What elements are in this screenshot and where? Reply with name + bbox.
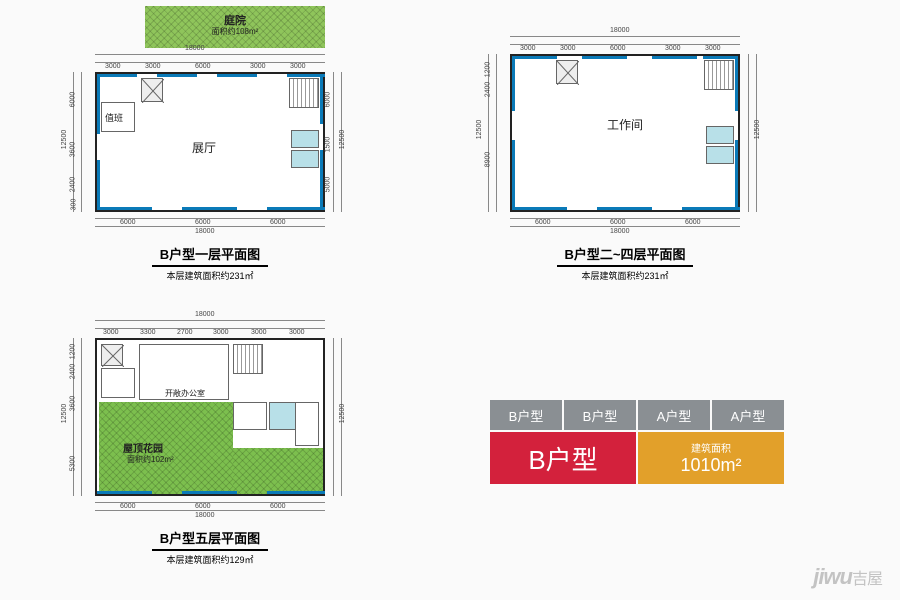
cell-a2: A户型 [712, 400, 784, 430]
dim-t5: 3000 [290, 63, 306, 70]
summary-row-2: B户型 建筑面积 1010m² [490, 432, 784, 484]
dim5-top-total: 18000 [195, 311, 214, 318]
plan24-subtitle: 本层建筑面积约231㎡ [470, 269, 780, 282]
courtyard-area: 面积约108m² [145, 26, 325, 37]
dim5-t1: 3000 [103, 329, 119, 336]
dim2-l1: 1200 [484, 62, 491, 78]
watermark-en: jiwu [813, 564, 852, 589]
dim2-t1: 3000 [520, 45, 536, 52]
watermark: jiwu吉屋 [813, 564, 882, 590]
dim2-l2: 2400 [484, 82, 491, 98]
dim-r1: 6000 [324, 92, 331, 108]
dim5-t4: 3000 [213, 329, 229, 336]
dim-l2: 2400 [69, 177, 76, 193]
dim5-b1: 6000 [120, 503, 136, 510]
dim-top-total: 18000 [185, 45, 204, 52]
wc-24b [706, 146, 734, 164]
cell-a1: A户型 [638, 400, 710, 430]
dim2-t4: 3000 [665, 45, 681, 52]
plan5-subtitle: 本层建筑面积约129㎡ [55, 553, 365, 566]
tea-room [101, 368, 135, 398]
stair-5 [233, 344, 263, 374]
dim5-l2: 2400 [69, 364, 76, 380]
wc-5 [269, 402, 297, 430]
cell-area: 建筑面积 1010m² [638, 432, 784, 484]
area-value: 1010m² [680, 455, 741, 476]
dim5-l3: 3600 [69, 396, 76, 412]
dim2-b2: 6000 [610, 219, 626, 226]
dim2-b3: 6000 [685, 219, 701, 226]
garden-label: 屋顶花园 [123, 440, 163, 455]
floor-24: 工作间 [510, 54, 740, 212]
dim2-b-total: 18000 [610, 228, 629, 235]
kitchen-5 [295, 402, 319, 446]
dim-b3: 6000 [270, 219, 286, 226]
plan24-title: B户型二~四层平面图 [557, 242, 694, 267]
floor-1: 值班 展厅 [95, 72, 325, 212]
dim5-b2: 6000 [195, 503, 211, 510]
dim-r-total: 12500 [339, 130, 346, 149]
dim-t4: 3000 [250, 63, 266, 70]
dim5-b3: 6000 [270, 503, 286, 510]
plan5-title: B户型五层平面图 [152, 526, 268, 551]
elevator-5 [101, 344, 123, 366]
dim2-b1: 6000 [535, 219, 551, 226]
watermark-cn: 吉屋 [852, 571, 882, 588]
dim-t1: 3000 [105, 63, 121, 70]
garden-area: 面积约102m² [127, 454, 174, 465]
area-label: 建筑面积 [691, 440, 731, 455]
dim2-l-total: 12500 [476, 120, 483, 139]
wc-1b [291, 150, 319, 168]
floor-5: 屋顶花园 面积约102m² 开敞办公室 [95, 338, 325, 496]
dim-t2: 3000 [145, 63, 161, 70]
stair-24 [704, 60, 734, 90]
duty-room: 值班 [101, 102, 135, 132]
dim-l4: 6000 [69, 92, 76, 108]
cell-b1: B户型 [490, 400, 562, 430]
dim-r3: 5000 [324, 177, 331, 193]
cell-b2: B户型 [564, 400, 636, 430]
elevator-24 [556, 60, 578, 84]
dim-l3: 3600 [69, 142, 76, 158]
fin-room [233, 402, 267, 430]
dim-b2: 6000 [195, 219, 211, 226]
dim-b-total: 18000 [195, 228, 214, 235]
dim5-t5: 3000 [251, 329, 267, 336]
dim-r2: 1500 [324, 137, 331, 153]
dim-b1: 6000 [120, 219, 136, 226]
dim5-r-total: 12500 [339, 404, 346, 423]
duty-label: 值班 [105, 111, 123, 124]
dim5-l1: 1200 [69, 344, 76, 360]
dim5-t6: 3000 [289, 329, 305, 336]
dim2-l3: 8900 [484, 152, 491, 168]
dim-l1: 300 [70, 199, 77, 211]
dim2-top-total: 18000 [610, 27, 629, 34]
dim5-l4: 5300 [69, 456, 76, 472]
elevator-1 [141, 78, 163, 102]
hall-label: 展厅 [192, 139, 216, 156]
wc-24a [706, 126, 734, 144]
roof-garden [99, 402, 233, 494]
dim5-t3: 2700 [177, 329, 193, 336]
dim2-t5: 3000 [705, 45, 721, 52]
dim2-r-total: 12500 [754, 120, 761, 139]
summary-table: B户型 B户型 A户型 A户型 B户型 建筑面积 1010m² [490, 400, 784, 484]
dim-l-total: 12500 [61, 130, 68, 149]
summary-row-1: B户型 B户型 A户型 A户型 [490, 400, 784, 430]
dim5-l-total: 12500 [61, 404, 68, 423]
plan1-title: B户型一层平面图 [152, 242, 268, 267]
office-label: 开敞办公室 [165, 388, 205, 399]
plan1-subtitle: 本层建筑面积约231㎡ [55, 269, 365, 282]
stair-1 [289, 78, 319, 108]
dim-t3: 6000 [195, 63, 211, 70]
dim5-b-total: 18000 [195, 512, 214, 519]
dim5-t2: 3300 [140, 329, 156, 336]
cell-big-b: B户型 [490, 432, 636, 484]
workroom-label: 工作间 [607, 116, 643, 133]
dim2-t2: 3000 [560, 45, 576, 52]
roof-garden-ext [233, 448, 323, 494]
wc-1a [291, 130, 319, 148]
dim2-t3: 6000 [610, 45, 626, 52]
courtyard: 庭院 面积约108m² [145, 6, 325, 48]
